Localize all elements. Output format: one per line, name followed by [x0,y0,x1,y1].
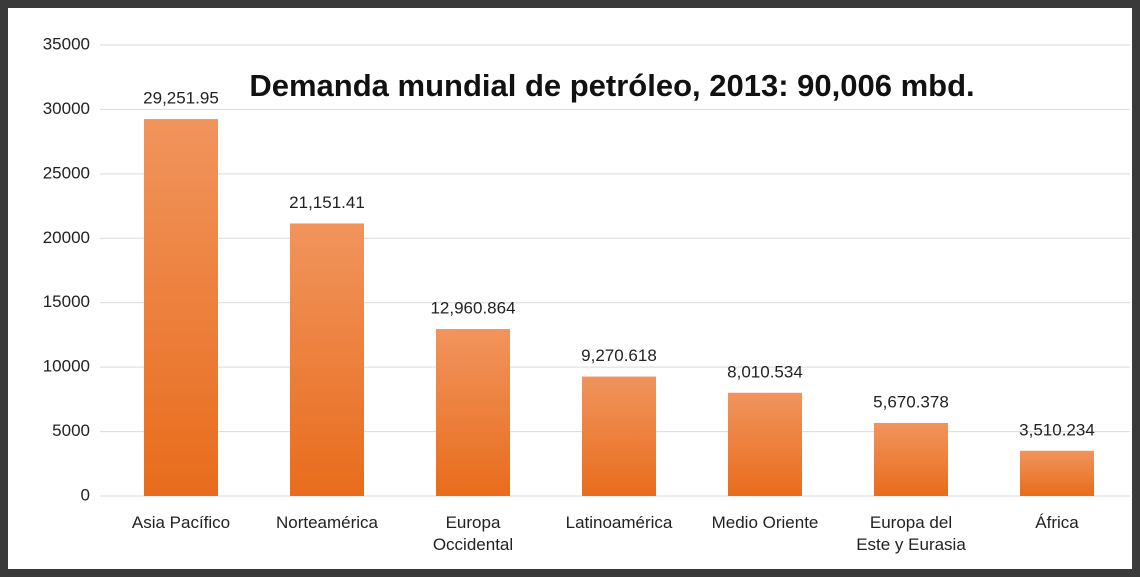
data-label: 3,510.234 [1019,420,1095,439]
x-tick-label: Medio Oriente [711,513,819,532]
x-tick-label: Europa Occidental [432,513,514,554]
y-tick-label: 25000 [43,163,90,182]
bar [436,328,510,496]
y-tick-label: 20000 [43,228,90,247]
y-tick-label: 15000 [43,292,90,311]
y-tick-label: 35000 [43,34,90,53]
y-tick-label: 10000 [43,357,90,376]
chart-title: Demanda mundial de petróleo, 2013: 90,00… [249,68,974,103]
bar [1020,450,1094,496]
bar [290,223,364,496]
y-tick-label: 30000 [43,99,90,118]
bar [728,392,802,496]
data-label: 12,960.864 [430,298,515,317]
data-label: 8,010.534 [727,362,803,381]
bar [144,119,218,497]
x-tick-label: Asia Pacífico [131,513,231,532]
y-tick-label: 0 [81,485,90,504]
data-label: 21,151.41 [289,193,365,212]
x-tick-label: Europa del Este y Eurasia [856,513,966,554]
x-tick-label: Latinoamérica [565,513,673,532]
y-tick-label: 5000 [52,421,90,440]
bar [874,422,948,496]
data-label: 9,270.618 [581,346,657,365]
bar [582,376,656,496]
x-tick-label: África [1035,513,1079,532]
data-label: 29,251.95 [143,89,219,108]
data-label: 5,670.378 [873,392,949,411]
x-tick-label: Norteamérica [275,513,379,532]
